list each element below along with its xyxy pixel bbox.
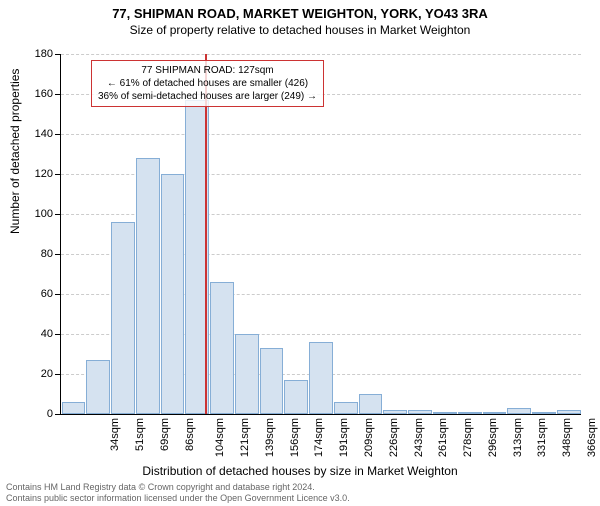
y-tick-label: 100 <box>21 208 53 220</box>
y-tick-label: 60 <box>21 288 53 300</box>
histogram-bar <box>62 402 86 414</box>
x-tick-container: 34sqm 51sqm 69sqm 86sqm 104sqm 121sqm 139sqm 15… <box>60 414 580 464</box>
footer-line1: Contains HM Land Registry data © Crown c… <box>6 482 350 493</box>
x-tick-label: 104sqm <box>215 418 227 457</box>
y-tick-label: 80 <box>21 248 53 260</box>
x-tick-label: 278sqm <box>462 418 474 457</box>
histogram-bar <box>210 282 234 414</box>
x-tick-label: 209sqm <box>363 418 375 457</box>
x-tick-label: 243sqm <box>413 418 425 457</box>
chart-title-main: 77, SHIPMAN ROAD, MARKET WEIGHTON, YORK,… <box>0 6 600 21</box>
y-tick-label: 160 <box>21 88 53 100</box>
annotation-box: 77 SHIPMAN ROAD: 127sqm ← 61% of detache… <box>91 60 324 107</box>
y-tick-label: 0 <box>21 408 53 420</box>
chart-title-sub: Size of property relative to detached ho… <box>0 23 600 37</box>
x-tick-label: 296sqm <box>487 418 499 457</box>
x-tick-label: 139sqm <box>264 418 276 457</box>
x-tick-label: 348sqm <box>561 418 573 457</box>
histogram-bar <box>309 342 333 414</box>
histogram-bar <box>334 402 358 414</box>
bars-container <box>61 54 581 414</box>
y-tick-label: 140 <box>21 128 53 140</box>
marker-line <box>205 54 207 414</box>
x-tick-label: 34sqm <box>109 418 121 451</box>
x-tick-label: 69sqm <box>159 418 171 451</box>
x-axis-title: Distribution of detached houses by size … <box>0 464 600 478</box>
histogram-bar <box>260 348 284 414</box>
footer-attribution: Contains HM Land Registry data © Crown c… <box>6 482 350 504</box>
x-tick-label: 331sqm <box>536 418 548 457</box>
x-tick-label: 261sqm <box>437 418 449 457</box>
y-tick-label: 180 <box>21 48 53 60</box>
histogram-bar <box>86 360 110 414</box>
histogram-bar <box>359 394 383 414</box>
x-tick-label: 226sqm <box>388 418 400 457</box>
histogram-bar <box>235 334 259 414</box>
x-tick-label: 366sqm <box>586 418 598 457</box>
histogram-bar <box>136 158 160 414</box>
x-tick-label: 121sqm <box>239 418 251 457</box>
x-tick-label: 156sqm <box>289 418 301 457</box>
footer-line2: Contains public sector information licen… <box>6 493 350 504</box>
annotation-line1: 77 SHIPMAN ROAD: 127sqm <box>98 64 317 77</box>
histogram-bar <box>284 380 308 414</box>
y-tick-label: 40 <box>21 328 53 340</box>
x-tick-label: 313sqm <box>512 418 524 457</box>
y-tick-label: 20 <box>21 368 53 380</box>
y-tick-label: 120 <box>21 168 53 180</box>
annotation-line2: ← 61% of detached houses are smaller (42… <box>98 77 317 90</box>
y-axis-title: Number of detached properties <box>8 69 22 234</box>
annotation-line3: 36% of semi-detached houses are larger (… <box>98 90 317 103</box>
x-tick-label: 86sqm <box>184 418 196 451</box>
histogram-bar <box>111 222 135 414</box>
histogram-bar <box>161 174 185 414</box>
x-tick-label: 191sqm <box>338 418 350 457</box>
x-tick-label: 174sqm <box>314 418 326 457</box>
x-tick-label: 51sqm <box>134 418 146 451</box>
chart-plot-area: 020406080100120140160180 77 SHIPMAN ROAD… <box>60 54 581 415</box>
